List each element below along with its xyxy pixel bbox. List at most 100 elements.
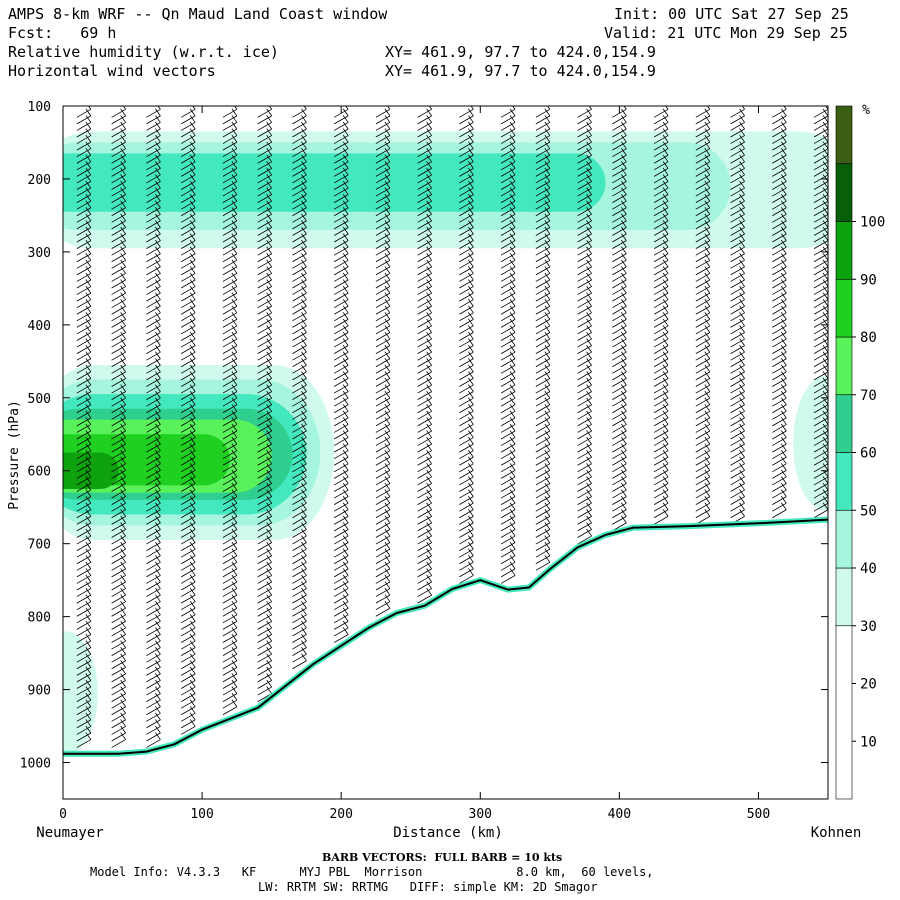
wind-barb-flag <box>468 200 474 209</box>
wind-barb-flag <box>342 417 349 425</box>
wind-barb <box>535 463 551 473</box>
wind-barb-flag <box>621 279 627 287</box>
wind-barb <box>222 319 238 328</box>
wind-barb-flag <box>704 482 711 491</box>
wind-barb-flag <box>739 476 745 484</box>
wind-barb-flag <box>468 495 474 504</box>
wind-barb <box>417 430 432 440</box>
wind-barb-flag <box>266 614 273 622</box>
wind-barb <box>180 712 196 722</box>
wind-barb-flag <box>509 469 516 478</box>
wind-barb-flag <box>85 134 92 143</box>
wind-barb-flag <box>509 167 516 176</box>
wind-barb <box>146 273 161 282</box>
wind-barb <box>535 286 551 295</box>
wind-barb-flag <box>621 450 627 458</box>
wind-barb-flag <box>739 331 745 340</box>
wind-barb <box>333 122 349 131</box>
wind-barb-flag <box>189 390 196 399</box>
wind-barb <box>417 529 432 538</box>
wind-barb <box>76 397 92 407</box>
wind-barb-flag <box>780 463 787 471</box>
wind-barb <box>76 502 92 512</box>
wind-barb <box>257 502 272 512</box>
wind-barb <box>292 476 307 486</box>
wind-barb <box>500 174 516 184</box>
wind-barb-flag <box>120 706 126 714</box>
wind-barb <box>111 115 126 125</box>
wind-barb <box>76 286 92 295</box>
wind-barb-flag <box>704 423 711 432</box>
wind-barb-flag <box>189 489 196 497</box>
wind-barb <box>146 621 161 630</box>
wind-barb <box>111 227 126 236</box>
wind-barb-flag <box>231 535 238 543</box>
wind-barb-flag <box>155 344 161 353</box>
wind-barb <box>577 194 592 203</box>
wind-barb <box>500 358 516 368</box>
wind-barb-flag <box>301 193 307 202</box>
wind-barb <box>333 220 349 230</box>
wind-barb-flag <box>231 390 238 399</box>
wind-barb-flag <box>301 410 307 419</box>
wind-barb-flag <box>586 397 592 405</box>
wind-barb <box>222 568 238 578</box>
wind-barb <box>577 450 592 460</box>
wind-barb-flag <box>85 167 92 176</box>
wind-barb-flag <box>426 246 432 254</box>
wind-barb-flag <box>342 463 349 471</box>
wind-barb <box>695 187 711 197</box>
wind-barb-flag <box>342 397 349 405</box>
wind-barb-flag <box>586 239 592 248</box>
wind-barb <box>180 410 196 420</box>
wind-barb-flag <box>120 686 126 694</box>
wind-barb-flag <box>586 266 592 274</box>
wind-barb-flag <box>544 522 551 530</box>
wind-barb <box>257 627 272 637</box>
wind-barb <box>417 253 432 263</box>
wind-barb <box>417 332 432 341</box>
wind-barb-flag <box>384 207 391 215</box>
wind-barb <box>535 424 551 433</box>
wind-barb <box>180 227 196 236</box>
wind-barb-flag <box>189 193 196 202</box>
wind-barb <box>459 338 474 348</box>
wind-barb-flag <box>468 436 474 445</box>
wind-barb <box>180 594 196 604</box>
wind-barb <box>612 325 627 335</box>
wind-barb-flag <box>266 528 273 537</box>
wind-barb <box>222 181 238 190</box>
wind-barb <box>111 213 126 223</box>
x-tick-label: 100 <box>190 807 213 822</box>
wind-barb-flag <box>662 299 669 307</box>
wind-barb-flag <box>85 108 92 117</box>
wind-barb-flag <box>231 239 238 248</box>
wind-barb-flag <box>621 397 627 405</box>
wind-barb-flag <box>155 200 161 209</box>
wind-barb <box>222 122 238 131</box>
wind-barb-flag <box>468 390 474 399</box>
wind-barb-flag <box>822 390 828 399</box>
wind-barb <box>535 489 551 499</box>
wind-barb-flag <box>120 456 126 465</box>
wind-barb-flag <box>544 509 551 517</box>
wind-barb <box>257 509 272 519</box>
wind-barb-flag <box>120 390 126 399</box>
wind-barb <box>222 529 238 538</box>
wind-barb <box>500 332 516 341</box>
wind-barb <box>146 174 161 184</box>
wind-barb <box>146 509 161 519</box>
wind-barb-flag <box>662 292 669 300</box>
wind-barb <box>535 332 551 341</box>
wind-barb <box>577 417 592 427</box>
wind-barb <box>813 509 828 519</box>
wind-barb <box>146 227 161 236</box>
wind-barb <box>292 338 307 348</box>
wind-barb-flag <box>189 279 196 287</box>
wind-barb-flag <box>822 436 828 445</box>
colorbar-swatch <box>835 625 853 800</box>
wind-barb-flag <box>384 397 391 405</box>
wind-barb-flag <box>155 226 161 235</box>
wind-barb <box>695 286 711 295</box>
wind-barb <box>813 200 828 210</box>
